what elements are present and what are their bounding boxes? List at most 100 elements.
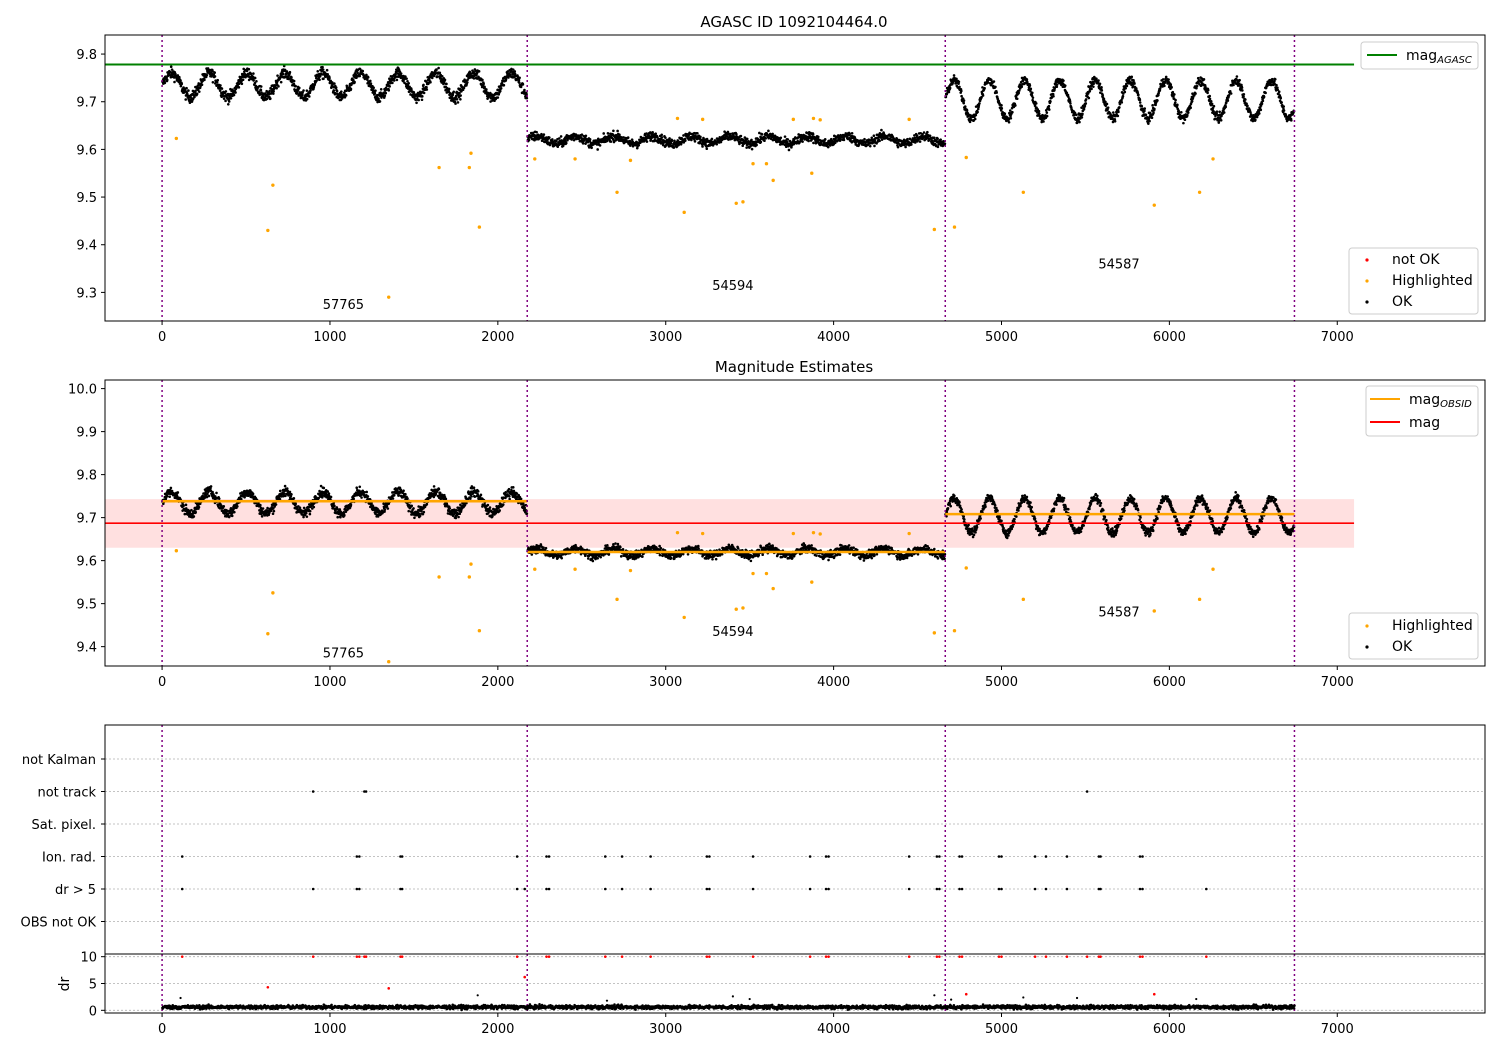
ok-point	[292, 79, 296, 83]
ok-point	[215, 80, 219, 84]
ok-point	[207, 494, 211, 498]
ok-point	[165, 78, 169, 82]
ok-point	[412, 91, 416, 94]
ok-point	[1092, 82, 1095, 86]
ok-point	[779, 136, 783, 140]
ok-point	[355, 486, 359, 490]
ok-point	[387, 89, 391, 92]
ok-point	[939, 138, 942, 141]
ok-point	[581, 142, 585, 145]
ok-point	[321, 65, 324, 69]
ok-point	[404, 492, 407, 496]
ok-point	[1215, 110, 1219, 113]
ok-point	[163, 81, 167, 85]
ok-point	[693, 140, 697, 143]
ok-point	[404, 75, 407, 78]
ok-point	[322, 77, 325, 81]
ok-point	[542, 133, 546, 136]
ok-point	[459, 98, 462, 101]
ok-point	[1242, 95, 1245, 98]
ok-point	[606, 132, 610, 135]
ok-point	[302, 515, 305, 519]
ok-point	[983, 86, 986, 90]
highlighted-point	[675, 116, 680, 121]
ok-point	[206, 67, 210, 70]
ok-point	[294, 84, 297, 88]
ok-point	[801, 140, 804, 143]
ok-point	[313, 83, 317, 86]
y-tick-label: 9.5	[76, 191, 97, 206]
ok-point	[392, 494, 396, 497]
ok-point	[612, 129, 615, 133]
panel1-legend-bottom: not OK Highlighted OK	[1348, 247, 1479, 315]
ok-point	[715, 142, 719, 146]
ok-point	[472, 486, 476, 489]
ok-point	[322, 486, 326, 490]
ok-point	[457, 515, 460, 519]
ok-point	[760, 133, 764, 136]
ok-point	[1246, 104, 1249, 108]
ok-point	[453, 100, 457, 103]
ok-point	[454, 94, 458, 98]
ok-point	[812, 141, 815, 145]
ok-point	[1262, 95, 1266, 99]
ok-point	[285, 70, 289, 73]
ok-point	[873, 144, 876, 148]
highlighted-point	[271, 183, 275, 187]
ok-point	[445, 82, 448, 86]
ok-point	[397, 494, 401, 497]
ok-point	[872, 134, 876, 137]
ok-point	[1260, 102, 1264, 106]
ok-point	[1179, 111, 1183, 114]
ok-point	[973, 117, 977, 121]
ok-point	[508, 494, 511, 498]
ok-point	[430, 76, 434, 80]
ok-point	[184, 98, 187, 101]
ok-point	[418, 514, 422, 518]
highlighted-point	[533, 157, 537, 161]
ok-point	[218, 89, 222, 92]
ok-point	[863, 137, 866, 141]
ok-point	[450, 96, 454, 99]
ok-point	[326, 72, 330, 76]
ok-point	[602, 132, 606, 135]
ok-point	[305, 97, 309, 101]
ok-point	[1206, 91, 1209, 95]
ok-point	[298, 86, 301, 90]
ok-point	[405, 77, 408, 80]
ok-point	[1208, 97, 1212, 101]
ok-point	[1063, 84, 1067, 87]
ok-point	[479, 493, 483, 497]
ok-point	[429, 81, 432, 84]
ok-point	[276, 74, 279, 77]
ok-point	[1009, 116, 1013, 120]
highlighted-point	[952, 225, 957, 229]
ok-point	[1084, 98, 1088, 101]
ok-point	[1173, 101, 1177, 104]
ok-point	[1047, 108, 1051, 111]
ok-point	[952, 74, 956, 77]
ok-point	[358, 485, 362, 489]
y-tick-label: 9.8	[76, 48, 97, 63]
ok-point	[251, 492, 255, 496]
ok-point	[616, 129, 619, 133]
ok-point	[173, 80, 176, 84]
ok-point	[1209, 100, 1213, 103]
ok-point	[1084, 102, 1088, 105]
obsid-label: 54594	[712, 279, 753, 294]
x-tick-label: 5000	[985, 330, 1018, 345]
ok-point	[880, 128, 883, 132]
highlighted-point	[1197, 190, 1202, 194]
ok-point	[422, 510, 426, 514]
ok-point	[275, 86, 278, 90]
ok-point	[1219, 118, 1223, 122]
x-tick-label: 0	[158, 330, 166, 345]
ok-point	[184, 503, 188, 507]
ok-point	[1037, 109, 1041, 113]
ok-point	[759, 140, 763, 144]
ok-point	[918, 140, 922, 143]
ok-point	[388, 85, 391, 88]
ok-point	[315, 79, 318, 82]
ok-point	[745, 137, 749, 141]
ok-point	[304, 96, 307, 100]
